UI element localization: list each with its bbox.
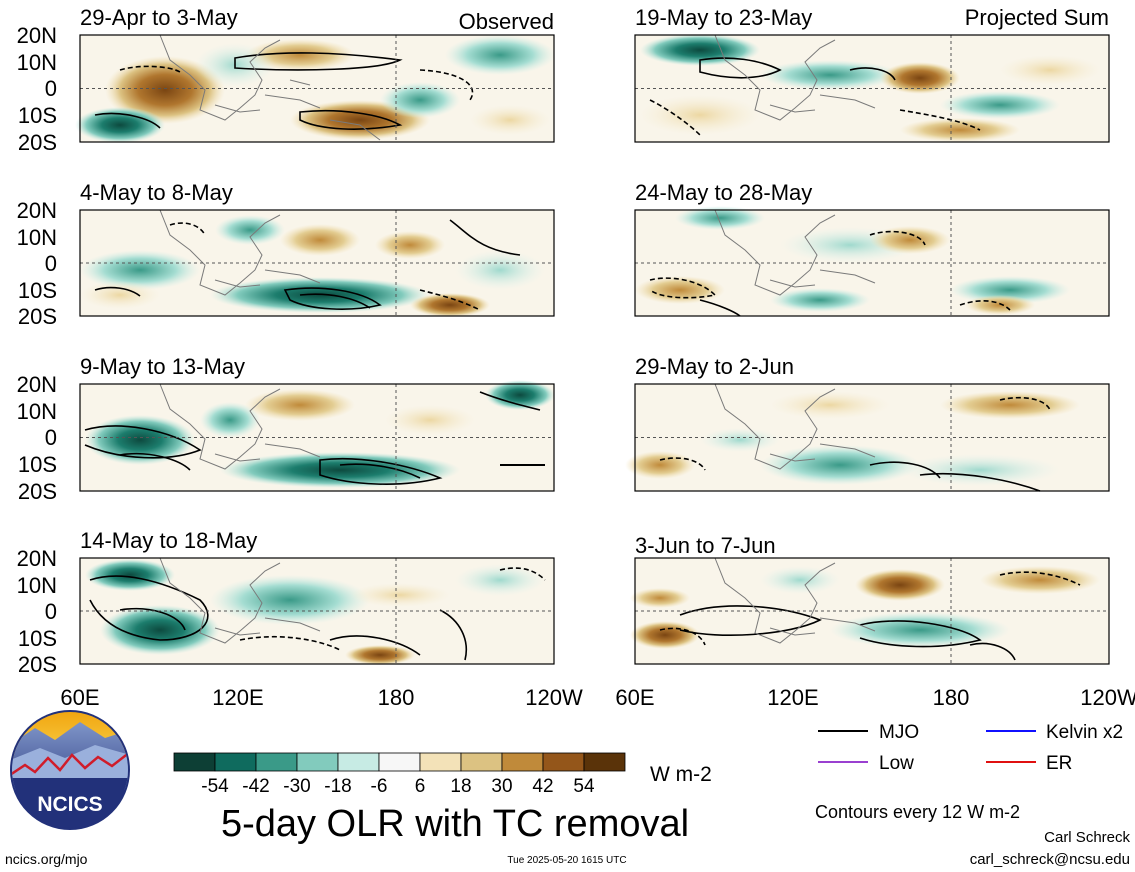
lon-axis-labels: 60E 120E 180 120W 60E 120E 180 120W [60,685,1135,710]
panel-label-proj-4: 3-Jun to 7-Jun [635,533,776,558]
svg-text:120W: 120W [525,685,583,710]
panel-proj-2 [634,206,1110,317]
svg-text:20S: 20S [18,130,57,155]
svg-text:10S: 10S [18,103,57,128]
colorbar-label: -42 [242,776,269,797]
panel-label-obs-3: 9-May to 13-May [80,354,245,379]
svg-text:20S: 20S [18,304,57,329]
svg-text:NCICS: NCICS [37,793,102,816]
svg-text:10N: 10N [17,399,57,424]
svg-text:20N: 20N [17,23,57,48]
column-header-projected: Projected Sum [965,5,1109,30]
colorbar-label: -6 [371,776,388,797]
colorbar-label: -18 [324,776,351,797]
svg-text:0: 0 [45,599,57,624]
figure-title: 5-day OLR with TC removal [221,803,689,845]
ncics-logo: NCICS [10,710,130,830]
legend-mjo: MJO [879,722,919,743]
panel-label-obs-2: 4-May to 8-May [80,180,233,205]
svg-text:60E: 60E [615,685,654,710]
svg-text:20N: 20N [17,198,57,223]
legend: MJO Kelvin x2 Low ER [818,722,1123,774]
svg-text:180: 180 [933,685,970,710]
panel-obs-2 [79,209,555,317]
coastlines [159,34,381,141]
colorbar-label: -30 [283,776,310,797]
panel-label-proj-2: 24-May to 28-May [635,180,812,205]
colorbar-label: 18 [450,776,471,797]
colorbar: -54 -42 -30 -18 -6 6 18 30 42 54 W m-2 [173,752,712,797]
panel-proj-4 [630,557,1110,665]
lat-axis-labels: 20N 10N 0 10S 20S 20N 10N 0 10S 20S 20N … [17,23,57,677]
panel-label-proj-1: 19-May to 23-May [635,5,812,30]
svg-text:10S: 10S [18,626,57,651]
units-label: W m-2 [650,763,712,786]
colorbar-label: 42 [532,776,553,797]
panel-label-proj-3: 29-May to 2-Jun [635,354,794,379]
column-header-observed: Observed [459,9,554,34]
legend-low: Low [879,753,914,774]
panel-label-obs-4: 14-May to 18-May [80,528,257,553]
author-name: Carl Schreck [1044,829,1130,846]
svg-text:120W: 120W [1080,685,1135,710]
svg-text:0: 0 [45,76,57,101]
panel-obs-1 [75,34,555,143]
svg-text:10N: 10N [17,573,57,598]
colorbar-label: 6 [415,776,426,797]
source-url: ncics.org/mjo [5,851,88,867]
panel-proj-3 [625,383,1110,492]
svg-text:120E: 120E [212,685,263,710]
svg-text:120E: 120E [767,685,818,710]
svg-text:20S: 20S [18,652,57,677]
legend-er: ER [1046,753,1072,774]
panel-proj-1 [634,34,1110,143]
panel-label-obs-1: 29-Apr to 3-May [80,5,238,30]
svg-text:10S: 10S [18,278,57,303]
svg-text:10N: 10N [17,50,57,75]
mjo-contours [94,52,474,130]
svg-text:180: 180 [378,685,415,710]
legend-kelvin: Kelvin x2 [1046,722,1123,743]
colorbar-label: -54 [201,776,229,797]
svg-text:20N: 20N [17,372,57,397]
panel-obs-4 [79,557,555,665]
colorbar-label: 30 [491,776,512,797]
svg-text:20S: 20S [18,479,57,504]
svg-text:10N: 10N [17,225,57,250]
colorbar-label: 54 [573,776,595,797]
svg-text:0: 0 [45,251,57,276]
svg-text:10S: 10S [18,452,57,477]
svg-text:0: 0 [45,425,57,450]
contour-note: Contours every 12 W m-2 [815,802,1020,822]
svg-text:20N: 20N [17,546,57,571]
timestamp: Tue 2025-05-20 1615 UTC [507,855,626,866]
panel-obs-3 [79,380,555,492]
author-email: carl_schreck@ncsu.edu [970,851,1130,868]
svg-text:60E: 60E [60,685,99,710]
